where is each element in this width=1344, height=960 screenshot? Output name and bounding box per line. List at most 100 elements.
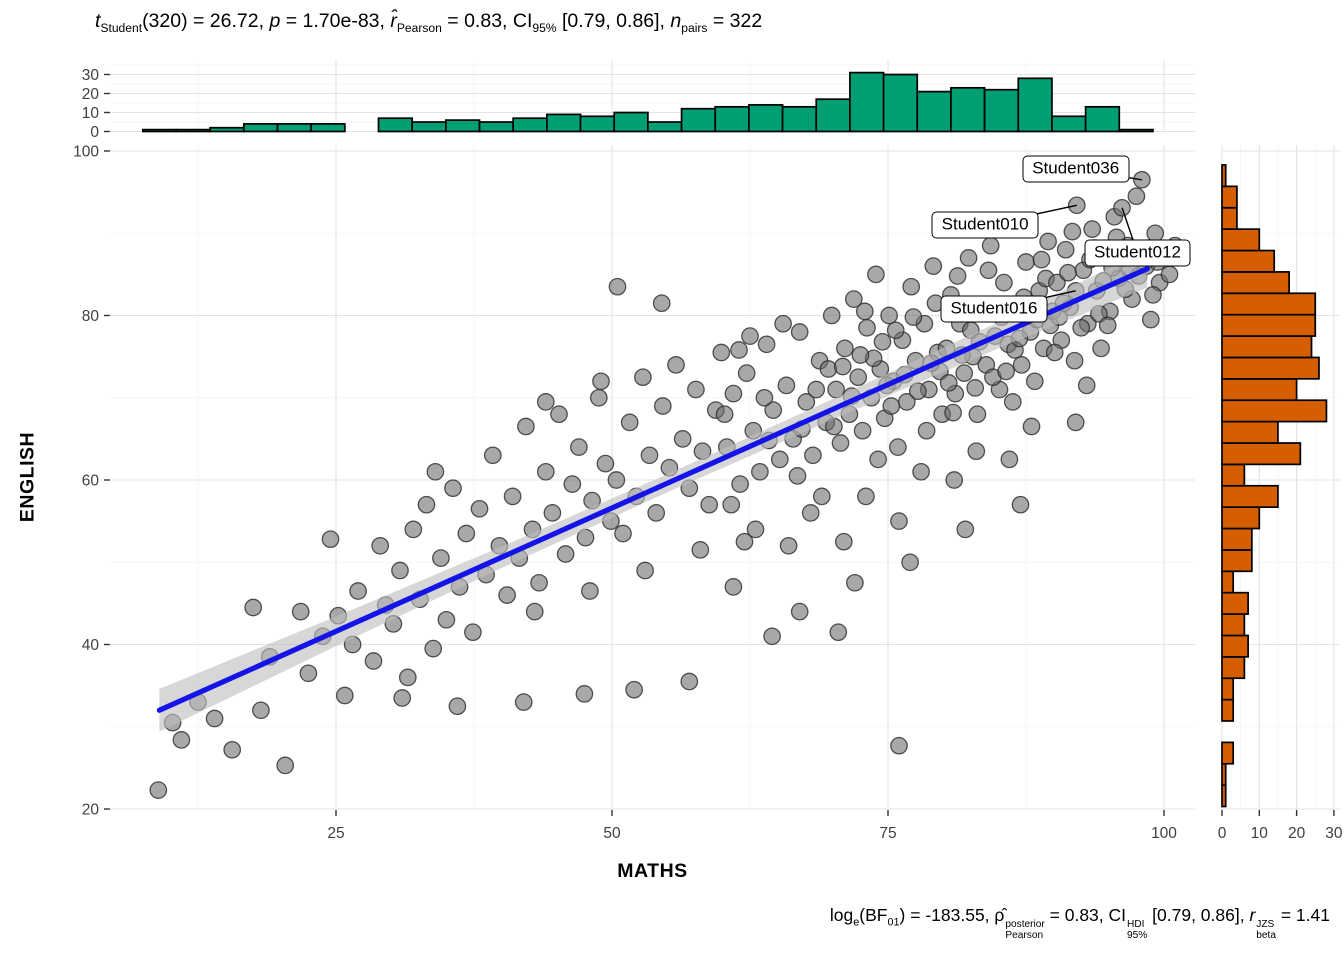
scatter-point: [886, 321, 905, 340]
scatter-point: [205, 709, 224, 728]
right-histogram-bar: [1221, 634, 1249, 658]
scatter-point: [737, 364, 756, 382]
scatter-point: [1022, 417, 1041, 436]
scatter-point: [1000, 450, 1019, 469]
scatter-point: [652, 294, 671, 313]
right-histogram-bar: [1221, 784, 1227, 808]
scatter-point: [1083, 220, 1102, 238]
scatter-point: [244, 598, 263, 617]
scatter-point: [625, 680, 643, 699]
right-histogram-bar: [1221, 356, 1320, 380]
scatter-point: [1059, 263, 1077, 282]
scatter-point: [853, 421, 872, 440]
scatter-point: [890, 736, 908, 755]
scatter-point: [944, 403, 962, 422]
right-histogram-bar: [1221, 420, 1279, 444]
y-tick-label: 80: [82, 308, 100, 325]
scatter-point: [424, 639, 443, 658]
top-histogram-bar: [1051, 115, 1087, 133]
scatter-point: [731, 475, 749, 493]
top-histogram-bar: [950, 86, 986, 133]
top-histogram-bar: [1118, 128, 1154, 133]
top-hist-tick-label: 0: [90, 124, 99, 141]
top-histogram-bar: [276, 123, 313, 133]
right-histogram-bar: [1221, 591, 1249, 615]
right-hist-tick-label: 30: [1325, 825, 1343, 842]
scatter-point: [735, 532, 754, 551]
scatter-point: [822, 306, 841, 325]
scatter-point: [570, 438, 588, 456]
scatter-point: [788, 467, 807, 485]
top-histogram-bar: [647, 121, 683, 133]
scatter-point: [1039, 232, 1057, 251]
scatter-point: [1066, 413, 1085, 432]
scatter-point: [880, 306, 898, 325]
scatter-point: [1063, 222, 1082, 241]
scatter-point: [530, 573, 548, 592]
scatter-point: [634, 368, 652, 387]
scatter-point: [653, 397, 672, 415]
y-tick-label: 40: [82, 637, 100, 654]
scatter-point: [797, 393, 816, 411]
scatter-point: [1067, 196, 1086, 215]
scatter-point: [867, 265, 885, 284]
scatter-point: [904, 308, 923, 326]
top-histogram-bar: [882, 73, 919, 133]
right-histogram-bar: [1221, 335, 1313, 359]
top-histogram-bar: [512, 117, 548, 133]
scatter-point: [995, 273, 1013, 292]
scatter-point: [291, 602, 310, 621]
right-histogram-bar: [1221, 527, 1253, 551]
scatter-point: [1048, 273, 1066, 292]
scatter-point: [432, 549, 450, 567]
scatter-point: [448, 697, 467, 716]
scatter-point: [779, 536, 798, 555]
scatter-point: [691, 541, 710, 559]
point-label-student016: Student016: [940, 295, 1048, 323]
top-histogram-bar: [209, 126, 245, 133]
scatter-point: [589, 388, 608, 407]
right-histogram-bar: [1221, 506, 1261, 530]
scatter-point: [829, 623, 848, 642]
scatter-point: [833, 357, 852, 376]
right-histogram-bar: [1221, 442, 1302, 466]
scatter-point: [464, 623, 482, 642]
scatter-point: [563, 475, 582, 493]
scatter-point: [335, 686, 354, 705]
scatter-point: [223, 740, 242, 759]
scatter-point: [712, 343, 731, 362]
top-histogram-bar: [815, 98, 851, 133]
scatter-point: [741, 327, 759, 345]
scatter-point: [393, 689, 412, 707]
scatter-point: [483, 446, 502, 465]
top-histogram-bar: [377, 117, 414, 133]
y-tick-label: 20: [82, 802, 100, 819]
scatter-point: [804, 446, 822, 465]
scatter-point: [470, 499, 489, 518]
scatter-point: [924, 257, 943, 275]
scatter-point: [1032, 250, 1051, 269]
scatter-point: [1072, 318, 1091, 337]
right-histogram-bar: [1221, 677, 1235, 701]
scatter-point: [764, 401, 783, 419]
scatter-point: [858, 318, 876, 337]
scatter-point: [536, 462, 555, 481]
right-histogram-bar: [1221, 313, 1317, 337]
right-histogram-bar: [1221, 164, 1227, 188]
scatter-point: [517, 417, 535, 436]
scatter-point: [673, 430, 692, 448]
scatter-point: [945, 471, 964, 489]
scatter-point: [1077, 376, 1096, 395]
scatter-point: [851, 346, 870, 364]
top-histogram-bar: [141, 128, 178, 133]
scatter-point: [149, 781, 168, 799]
scatter-point: [777, 376, 796, 395]
scatter-point: [364, 652, 383, 670]
top-hist-tick-label: 10: [82, 105, 100, 122]
scatter-point: [1098, 316, 1117, 335]
scatter-point: [667, 356, 685, 374]
scatter-point: [869, 450, 887, 469]
scatter-point: [967, 442, 986, 461]
scatter-point: [770, 450, 789, 469]
scatter-point: [299, 664, 318, 683]
